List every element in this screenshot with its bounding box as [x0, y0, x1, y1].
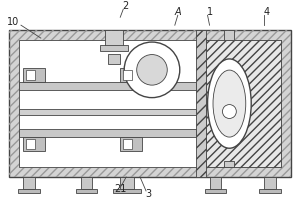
Text: 21: 21 [114, 184, 126, 194]
Bar [224, 161, 234, 167]
Bar [120, 68, 142, 82]
Bar [113, 189, 141, 193]
Bar [123, 139, 132, 149]
Text: 4: 4 [264, 7, 270, 17]
Bar [205, 189, 226, 193]
Bar [108, 54, 120, 64]
Text: 2: 2 [122, 1, 128, 11]
Bar [23, 137, 45, 151]
Bar [224, 30, 234, 40]
Bar [18, 189, 40, 193]
Ellipse shape [213, 70, 246, 137]
Bar [26, 139, 35, 149]
Bar [123, 70, 132, 80]
Bar [19, 129, 196, 137]
Bar [105, 30, 123, 46]
Bar [76, 189, 98, 193]
Circle shape [137, 55, 167, 85]
Text: 3: 3 [145, 189, 151, 199]
Bar [206, 40, 281, 167]
Bar [9, 30, 291, 177]
Text: 1: 1 [206, 7, 213, 17]
Bar [26, 70, 35, 80]
Bar [100, 45, 128, 51]
Bar [120, 177, 134, 189]
Bar [23, 177, 35, 189]
Circle shape [222, 105, 236, 118]
Bar [19, 82, 196, 90]
Bar [264, 177, 276, 189]
Bar [259, 189, 281, 193]
Text: A: A [175, 7, 181, 17]
Bar [196, 30, 206, 177]
Ellipse shape [208, 59, 251, 148]
Bar [120, 137, 142, 151]
Bar [209, 177, 221, 189]
Circle shape [124, 42, 180, 98]
Bar [9, 30, 291, 177]
Bar [19, 109, 196, 115]
Text: 10: 10 [7, 17, 19, 27]
Bar [80, 177, 92, 189]
Bar [19, 40, 281, 167]
Bar [23, 68, 45, 82]
